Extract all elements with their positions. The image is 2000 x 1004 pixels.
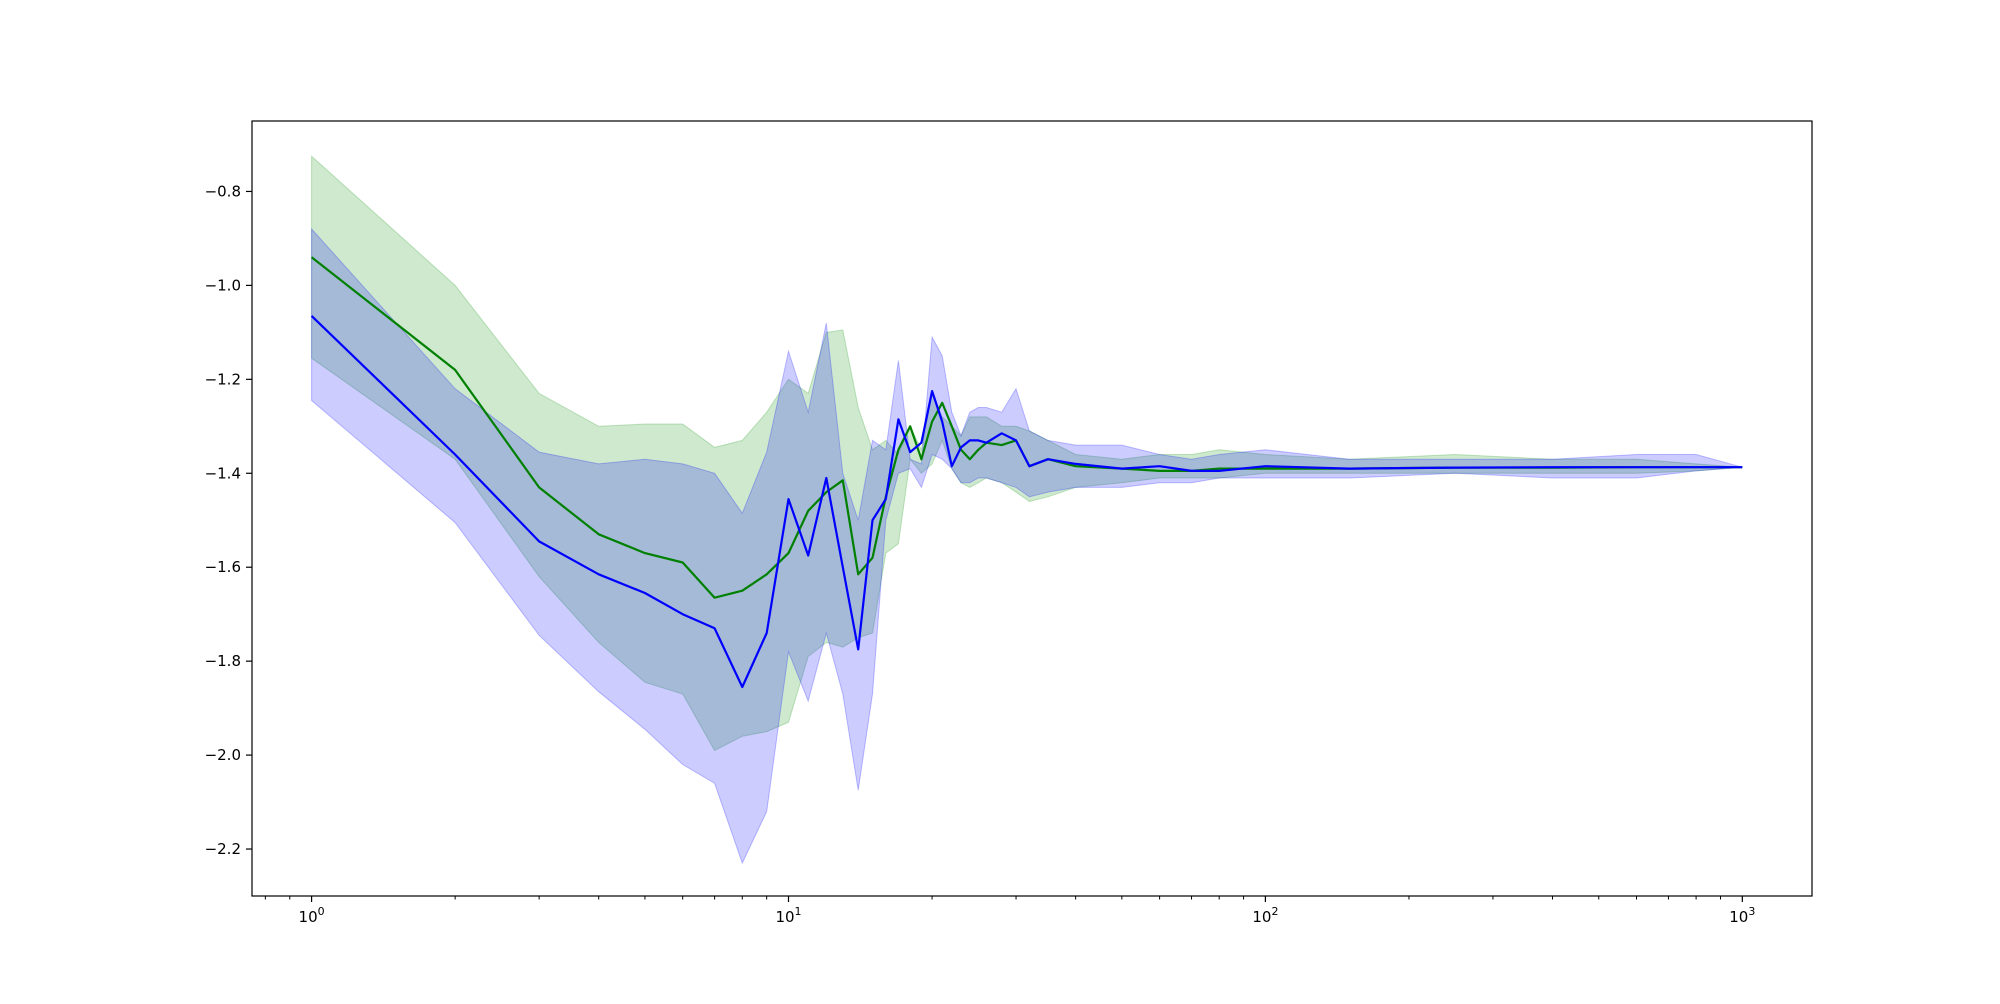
x-tick-label: 102 [1252,905,1278,926]
series-2-line [310,315,1743,689]
y-axis: −0.8 −1.0 −1.2 −1.4 −1.6 −1.8 −2.0 −2.2 [205,182,252,858]
y-tick-label: −2.0 [205,746,241,764]
y-tick-label: −1.8 [205,652,241,670]
y-tick-label: −1.4 [205,464,241,482]
series-lines [310,256,1743,689]
x-tick-label: 100 [299,905,325,926]
y-tick-label: −1.2 [205,370,241,388]
y-tick-label: −2.2 [205,840,241,858]
x-tick-label: 101 [775,905,801,926]
x-tick-label: 103 [1729,905,1755,926]
y-tick-label: −1.6 [205,558,241,576]
series-2-band [311,227,1743,865]
y-tick-label: −0.8 [205,182,241,200]
plot-frame [251,120,1813,897]
y-tick-label: −1.0 [205,276,241,294]
series-1-line [310,256,1743,599]
x-axis: 100 101 102 103 [264,896,1755,926]
